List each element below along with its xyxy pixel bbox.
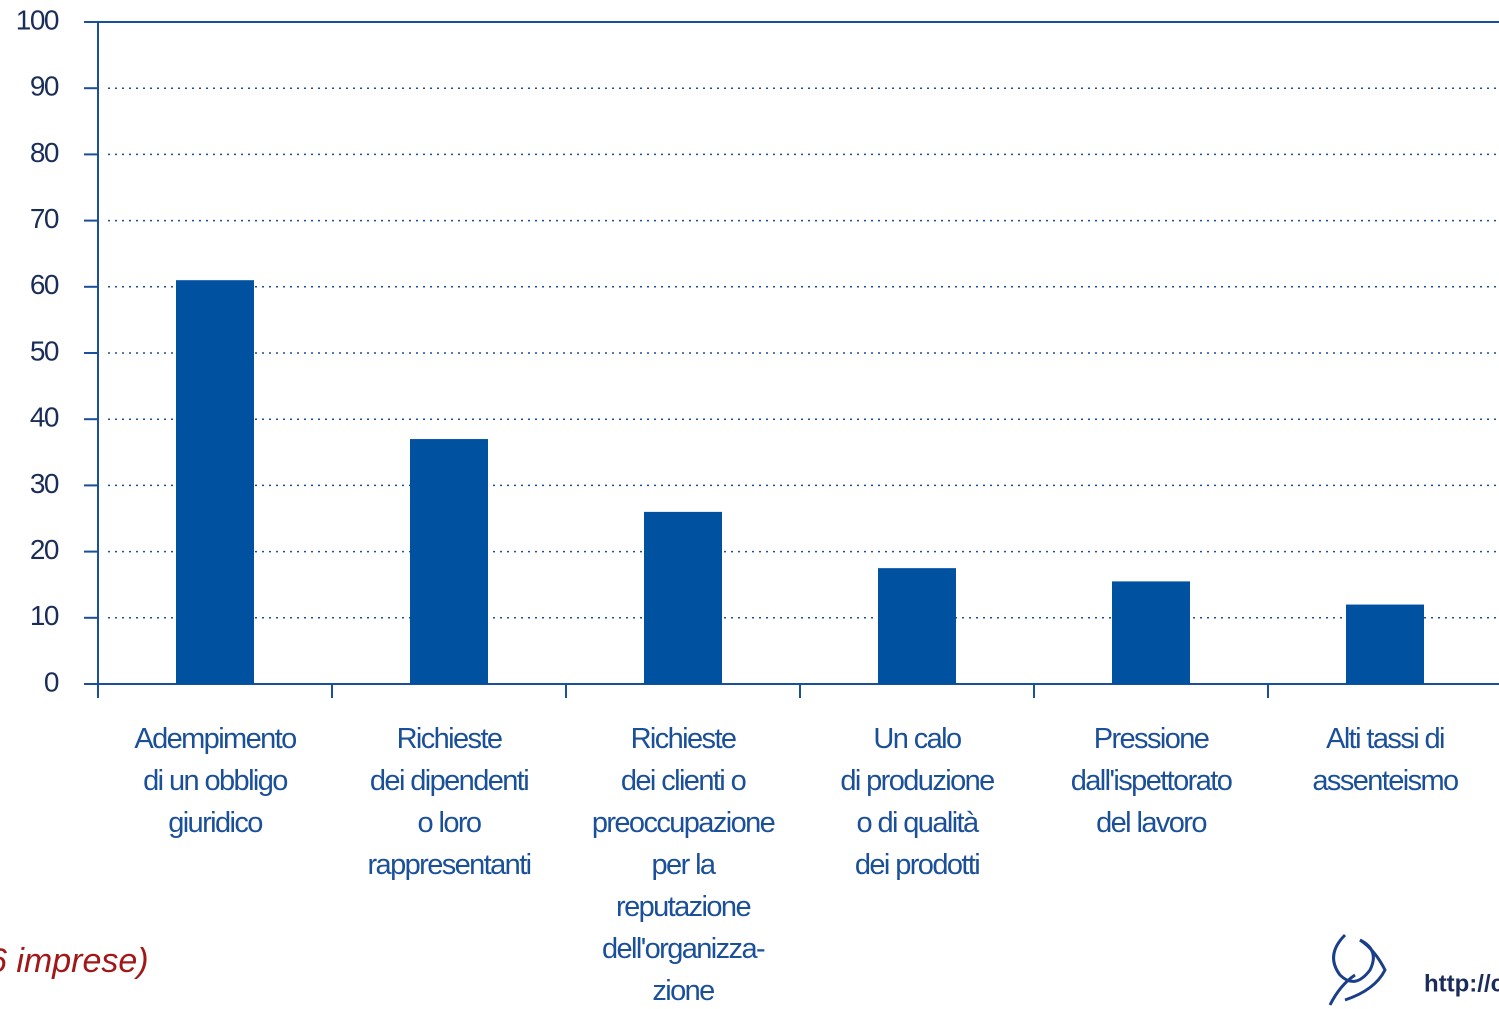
x-tick-label: Richieste dei dipendenti o loro rapprese… xyxy=(367,723,533,881)
logo xyxy=(1328,933,1387,1006)
x-tick-label: Richieste dei clienti o preoccupazione p… xyxy=(591,723,776,1007)
y-tick-label: 100 xyxy=(16,4,59,35)
y-tick-label: 20 xyxy=(30,534,59,565)
x-tick-label: Adempimento di un obbligo giuridico xyxy=(134,723,297,839)
bar xyxy=(644,511,722,684)
y-tick-label: 50 xyxy=(30,335,59,366)
x-tick-label: Un calo di produzione o di qualità dei p… xyxy=(840,723,995,881)
y-tick-label: 80 xyxy=(30,137,59,168)
y-tick-label: 60 xyxy=(30,269,59,300)
annotation: 6 imprese) xyxy=(0,942,149,980)
x-tick-label: Pressione dall'ispettorato del lavoro xyxy=(1070,723,1233,839)
y-tick-label: 70 xyxy=(30,203,59,234)
annotation: http://c xyxy=(1424,970,1499,997)
x-tick-label: Alti tassi di assenteismo xyxy=(1312,723,1459,797)
bar xyxy=(176,280,254,684)
bar xyxy=(878,568,956,684)
y-tick-label: 30 xyxy=(30,468,59,499)
y-tick-label: 40 xyxy=(30,402,59,433)
bar xyxy=(410,439,488,684)
bar xyxy=(1346,604,1424,684)
y-tick-label: 0 xyxy=(44,666,59,697)
bar xyxy=(1112,581,1190,684)
y-tick-label: 90 xyxy=(30,71,59,102)
y-tick-label: 10 xyxy=(30,600,59,631)
